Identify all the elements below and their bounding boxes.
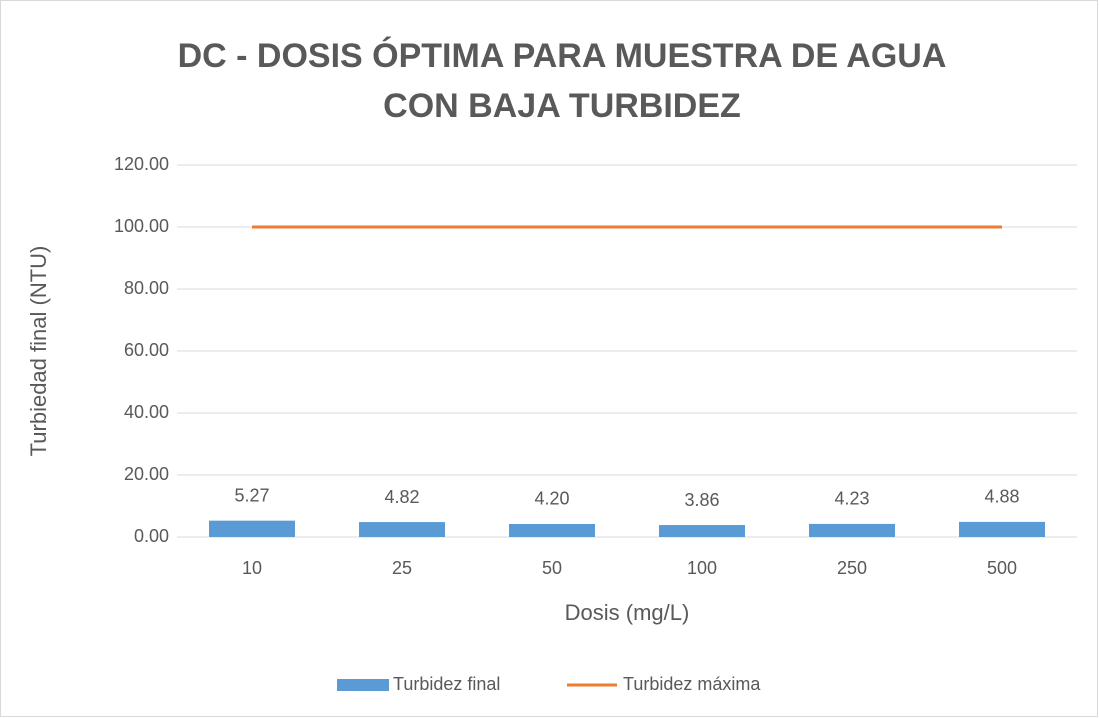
bar — [359, 522, 445, 537]
x-tick-label: 50 — [542, 558, 562, 578]
x-tick-label: 250 — [837, 558, 867, 578]
y-axis-label: Turbiedad final (NTU) — [26, 246, 51, 457]
x-tick-label: 25 — [392, 558, 412, 578]
y-tick-label: 100.00 — [114, 216, 169, 236]
bar — [209, 520, 295, 537]
legend-label: Turbidez final — [393, 674, 500, 694]
chart-title: CON BAJA TURBIDEZ — [383, 87, 741, 125]
y-tick-label: 40.00 — [124, 402, 169, 422]
bar — [509, 523, 595, 537]
data-label: 4.82 — [384, 487, 419, 507]
bar — [659, 525, 745, 537]
data-label: 4.23 — [834, 489, 869, 509]
y-tick-label: 120.00 — [114, 154, 169, 174]
bar — [959, 521, 1045, 537]
y-tick-label: 60.00 — [124, 340, 169, 360]
legend-swatch — [337, 679, 389, 691]
legend-label: Turbidez máxima — [623, 674, 761, 694]
data-label: 5.27 — [234, 485, 269, 505]
y-tick-label: 20.00 — [124, 464, 169, 484]
data-label: 4.88 — [984, 487, 1019, 507]
data-label: 4.20 — [534, 489, 569, 509]
y-tick-label: 0.00 — [134, 526, 169, 546]
x-tick-label: 500 — [987, 558, 1017, 578]
chart-title: DC - DOSIS ÓPTIMA PARA MUESTRA DE AGUA — [178, 37, 947, 75]
y-tick-label: 80.00 — [124, 278, 169, 298]
x-axis-label: Dosis (mg/L) — [565, 600, 690, 625]
x-tick-label: 10 — [242, 558, 262, 578]
x-tick-label: 100 — [687, 558, 717, 578]
bar — [809, 523, 895, 537]
data-label: 3.86 — [684, 490, 719, 510]
